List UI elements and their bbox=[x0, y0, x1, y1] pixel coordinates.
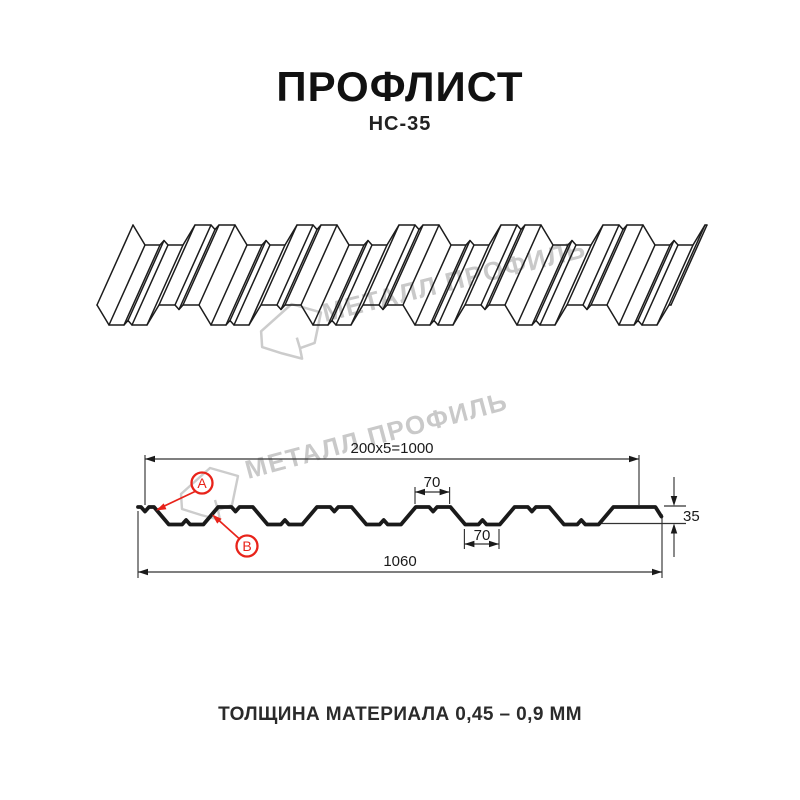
dimension-labels: 200x5=1000 1060 70 70 35 bbox=[351, 440, 700, 570]
sheet-rib-line bbox=[182, 224, 220, 306]
dim-label-flange-width: 70 bbox=[424, 474, 441, 491]
sheet-rib-line bbox=[670, 224, 708, 306]
dimension-annotations bbox=[137, 455, 686, 578]
sheet-rib-line bbox=[386, 224, 424, 306]
sheet-rib-line bbox=[402, 224, 440, 306]
sheet-rib-line bbox=[198, 224, 236, 306]
sheet-rib-line bbox=[312, 244, 350, 326]
sheet-rib-line bbox=[484, 228, 522, 311]
sheet-rib-line bbox=[260, 224, 298, 306]
sheet-rib-line bbox=[554, 244, 592, 326]
callout-a-circle bbox=[190, 471, 214, 495]
sheet-rib-line bbox=[284, 224, 322, 306]
profile-3d-view bbox=[96, 224, 708, 326]
sheet-rib-line bbox=[668, 224, 706, 306]
sheet-rib-line bbox=[335, 244, 373, 326]
sheet-rib-line bbox=[210, 244, 248, 326]
sheet-rib-line bbox=[606, 224, 644, 306]
dim-arrow bbox=[652, 568, 662, 576]
sheet-rib-line bbox=[233, 244, 271, 326]
sheet-rib-line bbox=[108, 244, 146, 326]
sheet-rib-line bbox=[429, 244, 467, 326]
callout-b-circle bbox=[235, 534, 259, 558]
cross-section-outline bbox=[136, 505, 664, 527]
sheet-rib-line bbox=[327, 244, 365, 326]
sheet-rib-line bbox=[539, 244, 577, 326]
metall-profil-logo-icon bbox=[259, 302, 323, 360]
dim-arrow bbox=[138, 568, 148, 576]
sheet-rib-line bbox=[637, 239, 675, 322]
callout-b: B bbox=[212, 514, 259, 558]
watermark-text: МЕТАЛЛ ПРОФИЛЬ bbox=[242, 386, 511, 485]
dim-arrow bbox=[629, 455, 639, 463]
sheet-rib-line bbox=[362, 224, 400, 306]
sheet-rib-line bbox=[276, 224, 314, 306]
sheet-rib-line bbox=[414, 244, 452, 326]
watermark-text: МЕТАЛЛ ПРОФИЛЬ bbox=[319, 233, 589, 328]
sheet-rib-line bbox=[300, 224, 338, 306]
sheet-rib-line bbox=[229, 239, 267, 322]
sheet-rib-line bbox=[464, 224, 502, 306]
sheet-rib-line bbox=[96, 224, 134, 306]
sheet-rib-line bbox=[174, 224, 212, 306]
profile-model-label: НС-35 bbox=[368, 113, 432, 135]
sheet-rib-line bbox=[178, 228, 216, 311]
sheet-rib-line bbox=[382, 228, 420, 311]
sheet-rib-line bbox=[433, 239, 471, 322]
dim-label-height: 35 bbox=[683, 508, 700, 525]
callout-a: A bbox=[156, 471, 214, 511]
callout-b-arrowhead bbox=[212, 514, 222, 524]
material-thickness-note: ТОЛЩИНА МАТЕРИАЛА 0,45 – 0,9 ММ bbox=[218, 704, 582, 725]
dim-label-useful-width: 200x5=1000 bbox=[351, 440, 434, 457]
cross-section-profile bbox=[136, 505, 664, 527]
sheet-rib-line bbox=[225, 244, 263, 326]
sheet-rib-line bbox=[531, 244, 569, 326]
sheet-rib-line bbox=[331, 239, 369, 322]
sheet-rib-line bbox=[452, 244, 490, 326]
sheet-rib-line bbox=[633, 244, 671, 326]
sheet-rib-line bbox=[641, 244, 679, 326]
dim-arrow bbox=[415, 488, 425, 496]
sheet-rib-line bbox=[350, 244, 388, 326]
dim-arrow bbox=[670, 496, 678, 506]
sheet-rib-line bbox=[590, 224, 628, 306]
sheet-rib-line bbox=[504, 224, 542, 306]
sheet-rib-line bbox=[516, 244, 554, 326]
sheet-rib-line bbox=[582, 224, 620, 306]
callout-a-arrowhead bbox=[156, 503, 167, 511]
sheet-rib-line bbox=[158, 224, 196, 306]
watermarks: МЕТАЛЛ ПРОФИЛЬ МЕТАЛЛ ПРОФИЛЬ bbox=[179, 233, 589, 522]
sheet-rib-line bbox=[656, 244, 694, 326]
sheet-rib-line bbox=[248, 244, 286, 326]
callout-b-letter: B bbox=[242, 538, 251, 554]
sheet-rib-line bbox=[131, 244, 169, 326]
sheet-rib-line bbox=[480, 224, 518, 306]
sheet-rib-line bbox=[378, 224, 416, 306]
dim-arrow bbox=[439, 488, 450, 496]
sheet-rib-line bbox=[127, 239, 165, 322]
sheet-front-edge bbox=[96, 304, 672, 326]
sheet-rib-line bbox=[280, 228, 318, 311]
dim-label-overall-width: 1060 bbox=[383, 553, 416, 570]
dim-arrow bbox=[464, 540, 475, 548]
callout-annotations: A B bbox=[156, 471, 259, 558]
sheet-rib-line bbox=[618, 244, 656, 326]
page-title: ПРОФЛИСТ bbox=[276, 63, 524, 110]
sheet-rib-line bbox=[123, 244, 161, 326]
sheet-back-edge bbox=[132, 224, 708, 246]
sheet-rib-line bbox=[566, 224, 604, 306]
sheet-rib-line bbox=[586, 228, 624, 311]
callout-a-letter: A bbox=[197, 475, 207, 491]
dim-arrow bbox=[145, 455, 155, 463]
dim-label-trough-width: 70 bbox=[474, 527, 491, 544]
dim-arrow bbox=[670, 523, 678, 534]
sheet-rib-line bbox=[437, 244, 475, 326]
sheet-rib-line bbox=[146, 244, 184, 326]
dim-arrow bbox=[489, 540, 499, 548]
sheet-rib-line bbox=[488, 224, 526, 306]
sheet-rib-line bbox=[535, 239, 573, 322]
